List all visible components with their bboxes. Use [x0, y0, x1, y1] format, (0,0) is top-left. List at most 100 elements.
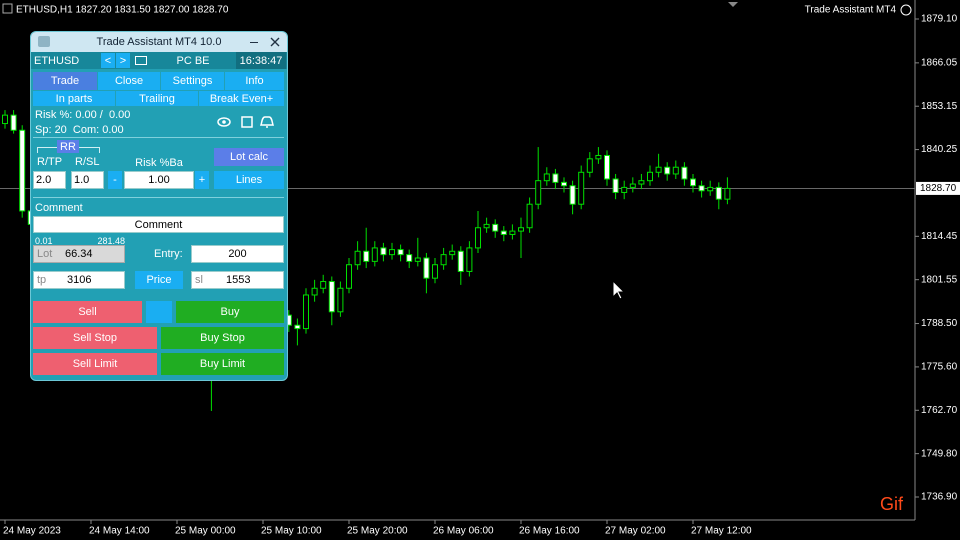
risk-label: Risk %Ba: [135, 156, 183, 169]
candle-body: [19, 129, 26, 212]
x-tick-label: 24 May 14:00: [89, 526, 150, 537]
plus-button[interactable]: +: [195, 171, 209, 189]
price-button[interactable]: Price: [135, 271, 183, 289]
folder-button[interactable]: [135, 56, 147, 65]
candle-body: [346, 264, 352, 289]
sell-button[interactable]: Sell: [33, 301, 142, 323]
buy-stop-button[interactable]: Buy Stop: [161, 327, 284, 349]
entry-input[interactable]: 200: [191, 245, 284, 263]
tab[interactable]: Settings: [161, 72, 224, 90]
symbol-row: [31, 52, 287, 69]
candle-body: [449, 250, 456, 256]
sl-value: 1553: [226, 274, 251, 286]
lot-min: 0.01: [35, 236, 53, 246]
x-tick-label: 26 May 16:00: [519, 526, 580, 537]
candle-body: [569, 185, 576, 205]
server-time: 16:38:47: [236, 52, 286, 69]
candle-body: [354, 250, 361, 266]
candle-body: [621, 186, 628, 193]
rtp-input[interactable]: 2.0: [33, 171, 66, 189]
candle-body: [320, 281, 327, 289]
candle-body: [2, 114, 8, 125]
rtp-label: R/TP: [37, 156, 63, 168]
entry-label: Entry:: [154, 248, 183, 260]
candle-body: [629, 183, 636, 188]
shift-marker: [728, 2, 738, 7]
watermark: Gif: [880, 494, 904, 514]
x-tick-label: 26 May 06:00: [433, 526, 494, 537]
tab[interactable]: Info: [225, 72, 284, 90]
candle-body: [552, 173, 559, 183]
candle-body: [672, 166, 679, 175]
rsl-input[interactable]: 1.0: [71, 171, 104, 189]
comment-input[interactable]: Comment: [33, 216, 284, 233]
tab[interactable]: Trade: [33, 72, 97, 90]
candle-body: [526, 203, 533, 229]
x-tick-label: 27 May 02:00: [605, 526, 666, 537]
buy-limit-button[interactable]: Buy Limit: [161, 353, 284, 375]
candle-body: [371, 247, 378, 262]
candle-body: [457, 250, 464, 272]
minimize-button[interactable]: [250, 42, 258, 43]
candle-body: [561, 181, 567, 187]
separator: [33, 197, 284, 198]
minus-button[interactable]: -: [108, 171, 122, 189]
sell-limit-button[interactable]: Sell Limit: [33, 353, 157, 375]
lot-max: 281.48: [97, 236, 125, 246]
x-tick-label: 25 May 00:00: [175, 526, 236, 537]
lot-calc-button[interactable]: Lot calc: [214, 148, 284, 166]
candle-body: [543, 173, 550, 182]
separator: [33, 137, 284, 138]
y-tick-label: 1736.90: [921, 492, 958, 503]
spread-button[interactable]: [146, 301, 172, 323]
candle-body: [414, 257, 421, 262]
sl-input[interactable]: [191, 271, 284, 289]
buy-button[interactable]: Buy: [176, 301, 284, 323]
candle-body: [715, 186, 722, 200]
tp-value: 3106: [67, 274, 92, 286]
candle-body: [638, 180, 645, 185]
spread-info: Sp: 20 Com: 0.00: [35, 124, 124, 136]
panel-icon: [38, 36, 50, 47]
candle-body: [595, 154, 602, 160]
candle-body: [518, 227, 524, 232]
candle-body: [655, 166, 662, 173]
candle-body: [724, 187, 731, 200]
candle-body: [475, 227, 481, 249]
candle-body: [535, 180, 542, 205]
last-price-box: [916, 181, 960, 195]
candle-body: [363, 250, 370, 262]
sell-stop-button[interactable]: Sell Stop: [33, 327, 157, 349]
candle-body: [698, 185, 705, 192]
candle-body: [423, 257, 430, 279]
tp-input[interactable]: [33, 271, 125, 289]
rsl-label: R/SL: [75, 156, 100, 168]
prev-symbol[interactable]: <: [101, 53, 115, 68]
tool-icons[interactable]: [217, 114, 277, 130]
subtab[interactable]: Break Even+: [199, 91, 284, 106]
candle-body: [586, 158, 593, 173]
mode: PC BE: [176, 54, 210, 67]
candle-body: [303, 294, 309, 330]
y-tick-label: 1788.50: [921, 318, 958, 329]
candle-body: [380, 247, 387, 256]
close-button[interactable]: [270, 37, 280, 47]
candle-body: [389, 249, 395, 256]
candle-body: [311, 287, 318, 296]
candle-body: [406, 254, 413, 262]
lot-input[interactable]: [33, 245, 125, 263]
subtab[interactable]: In parts: [33, 91, 115, 106]
candle-body: [509, 230, 516, 235]
candle-body: [483, 223, 490, 229]
subtab[interactable]: Trailing: [116, 91, 198, 106]
risk-input[interactable]: 1.00: [124, 171, 194, 189]
y-tick-label: 1749.80: [921, 448, 958, 459]
x-tick-label: 25 May 10:00: [261, 526, 322, 537]
lines-button[interactable]: Lines: [214, 171, 284, 189]
y-tick-label: 1801.55: [921, 274, 958, 285]
candle-body: [612, 178, 619, 193]
symbol-select[interactable]: ETHUSD: [34, 54, 80, 67]
next-symbol[interactable]: >: [116, 53, 130, 68]
tab[interactable]: Close: [98, 72, 160, 90]
candle-body: [492, 223, 499, 232]
